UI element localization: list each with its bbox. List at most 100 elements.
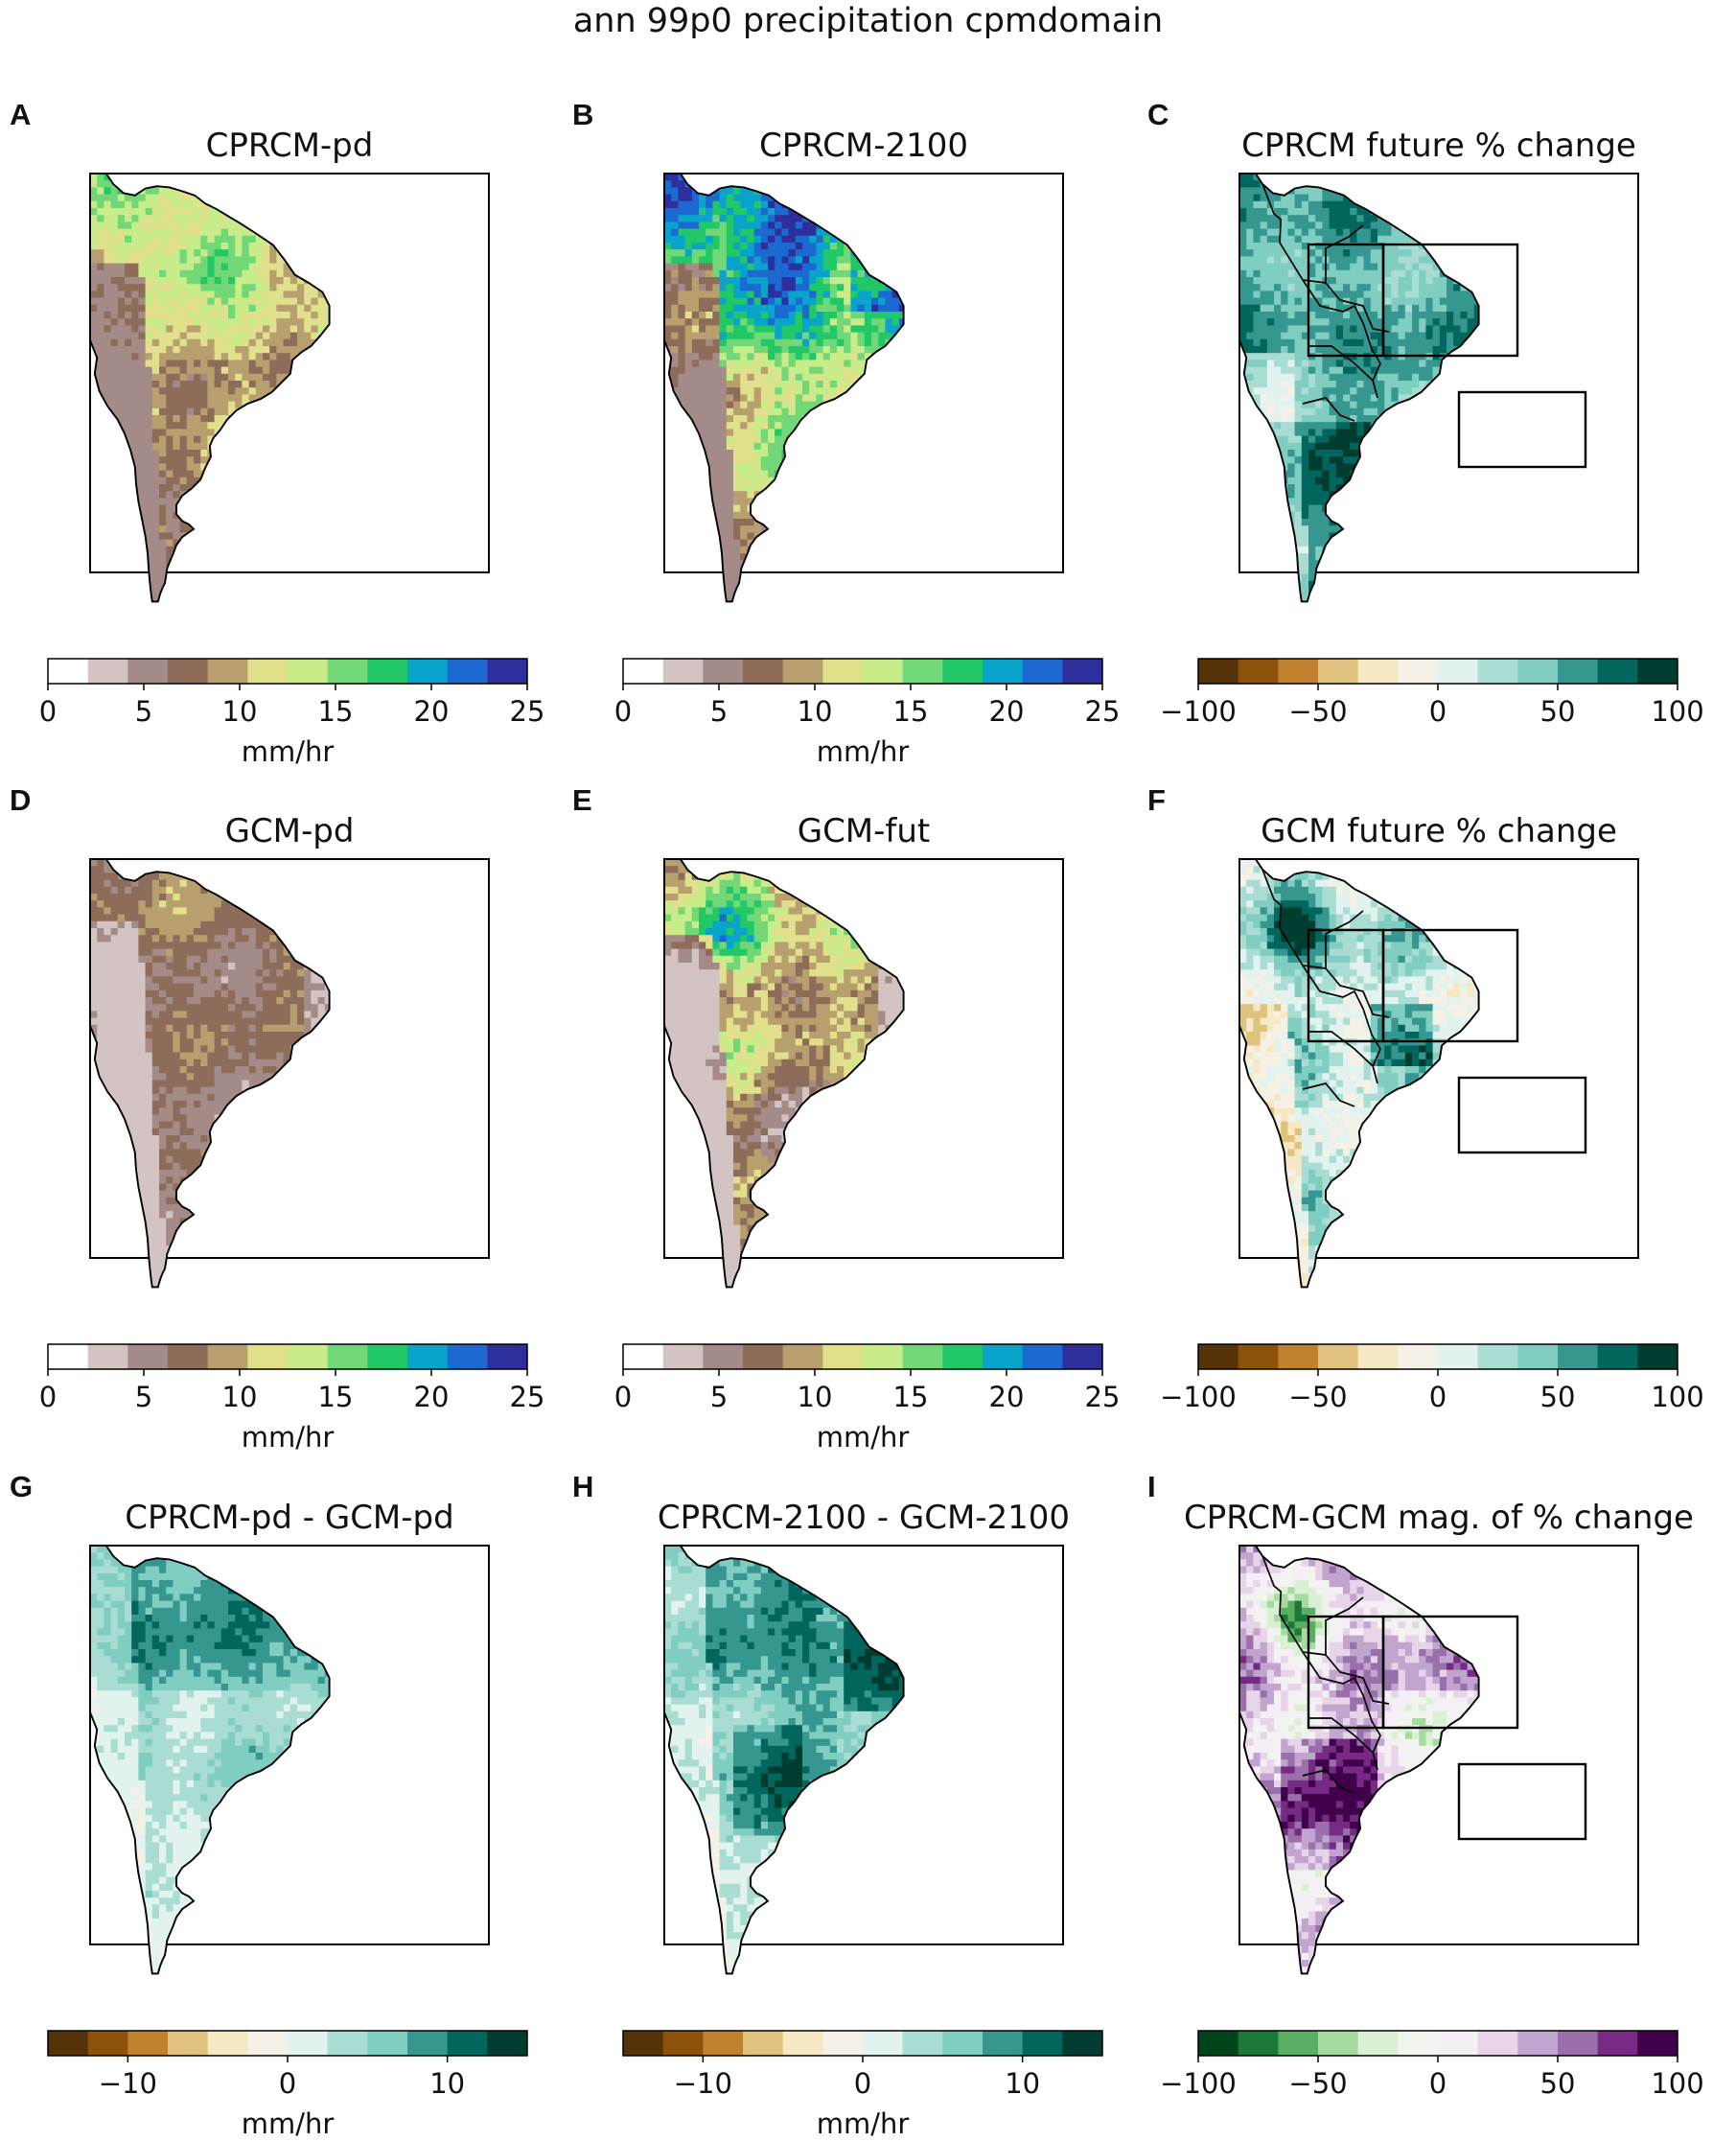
- grid-cell: [1335, 269, 1344, 278]
- grid-cell: [138, 312, 146, 319]
- grid-cell: [317, 304, 326, 313]
- grid-cell: [179, 360, 188, 367]
- grid-cell: [871, 594, 879, 602]
- grid-cell: [753, 221, 762, 229]
- grid-cell: [166, 277, 174, 285]
- grid-cell: [248, 243, 257, 250]
- grid-cell: [684, 594, 693, 602]
- grid-cell: [747, 525, 754, 533]
- grid-cell: [117, 256, 126, 264]
- grid-cell: [1294, 249, 1303, 257]
- grid-cell: [719, 243, 728, 250]
- grid-cell: [768, 594, 775, 602]
- grid-cell: [719, 415, 728, 423]
- grid-cell: [1246, 228, 1254, 237]
- grid-cell: [1239, 187, 1247, 195]
- grid-cell: [194, 394, 201, 402]
- grid-cell: [878, 594, 886, 602]
- grid-cell: [1274, 194, 1282, 202]
- grid-cell: [1343, 269, 1351, 278]
- grid-cell: [809, 588, 817, 595]
- grid-cell: [1391, 269, 1399, 278]
- grid-cell: [186, 297, 195, 306]
- grid-cell: [733, 235, 741, 244]
- grid-cell: [768, 463, 775, 471]
- grid-cell: [844, 297, 851, 306]
- grid-cell: [104, 601, 111, 609]
- grid-cell: [173, 525, 180, 533]
- grid-cell: [768, 394, 775, 402]
- grid-cell: [733, 539, 741, 547]
- grid-cell: [844, 353, 851, 361]
- grid-cell: [871, 325, 879, 333]
- grid-cell: [664, 221, 672, 229]
- grid-cell: [186, 284, 195, 291]
- grid-cell: [138, 194, 146, 202]
- grid-cell: [1281, 215, 1288, 222]
- grid-cell: [1343, 208, 1351, 216]
- grid-cell: [760, 422, 769, 430]
- grid-cell: [194, 477, 201, 485]
- grid-cell: [220, 228, 229, 237]
- grid-cell: [173, 304, 180, 313]
- grid-cell: [186, 429, 195, 436]
- grid-cell: [678, 263, 685, 271]
- grid-cell: [255, 256, 264, 264]
- grid-cell: [775, 325, 782, 333]
- grid-cell: [691, 332, 700, 340]
- grid-cell: [263, 291, 270, 298]
- grid-cell: [200, 580, 208, 589]
- grid-cell: [125, 573, 132, 582]
- grid-cell: [125, 353, 132, 361]
- grid-cell: [235, 353, 243, 361]
- grid-cell: [1329, 256, 1337, 264]
- grid-cell: [1287, 208, 1295, 216]
- grid-cell: [740, 525, 748, 533]
- grid-cell: [871, 601, 879, 609]
- grid-cell: [151, 228, 160, 237]
- grid-cell: [249, 601, 257, 609]
- grid-cell: [200, 415, 208, 423]
- grid-cell: [297, 312, 305, 319]
- grid-cell: [753, 429, 762, 436]
- grid-cell: [131, 235, 139, 244]
- grid-cell: [173, 498, 180, 505]
- grid-cell: [1322, 228, 1330, 237]
- grid-cell: [1404, 243, 1413, 250]
- grid-cell: [297, 601, 305, 609]
- grid-cell: [228, 263, 236, 271]
- grid-cell: [304, 284, 312, 291]
- grid-cell: [719, 456, 728, 464]
- grid-cell: [747, 442, 754, 451]
- grid-cell: [173, 456, 180, 464]
- grid-cell: [712, 215, 720, 222]
- grid-cell: [235, 297, 243, 306]
- grid-cell: [781, 332, 789, 340]
- grid-cell: [726, 525, 734, 533]
- grid-cell: [186, 484, 195, 492]
- grid-cell: [733, 456, 741, 464]
- grid-cell: [788, 284, 797, 291]
- grid-cell: [200, 338, 208, 347]
- grid-cell: [816, 387, 823, 395]
- grid-cell: [263, 353, 270, 361]
- grid-cell: [816, 263, 823, 271]
- grid-cell: [1377, 256, 1385, 264]
- grid-cell: [159, 429, 167, 436]
- grid-cell: [788, 243, 797, 250]
- colorbar-swatch: [942, 659, 984, 684]
- grid-cell: [788, 594, 797, 602]
- grid-cell: [1274, 200, 1282, 209]
- grid-cell: [1287, 256, 1295, 264]
- grid-cell: [816, 366, 823, 375]
- grid-cell: [1301, 187, 1309, 195]
- grid-cell: [664, 187, 672, 195]
- grid-cell: [151, 318, 160, 326]
- grid-cell: [1281, 243, 1288, 250]
- grid-cell: [706, 387, 713, 395]
- grid-cell: [138, 318, 146, 326]
- grid-cell: [159, 332, 167, 340]
- grid-cell: [809, 228, 817, 237]
- grid-cell: [235, 235, 243, 244]
- grid-cell: [276, 277, 284, 285]
